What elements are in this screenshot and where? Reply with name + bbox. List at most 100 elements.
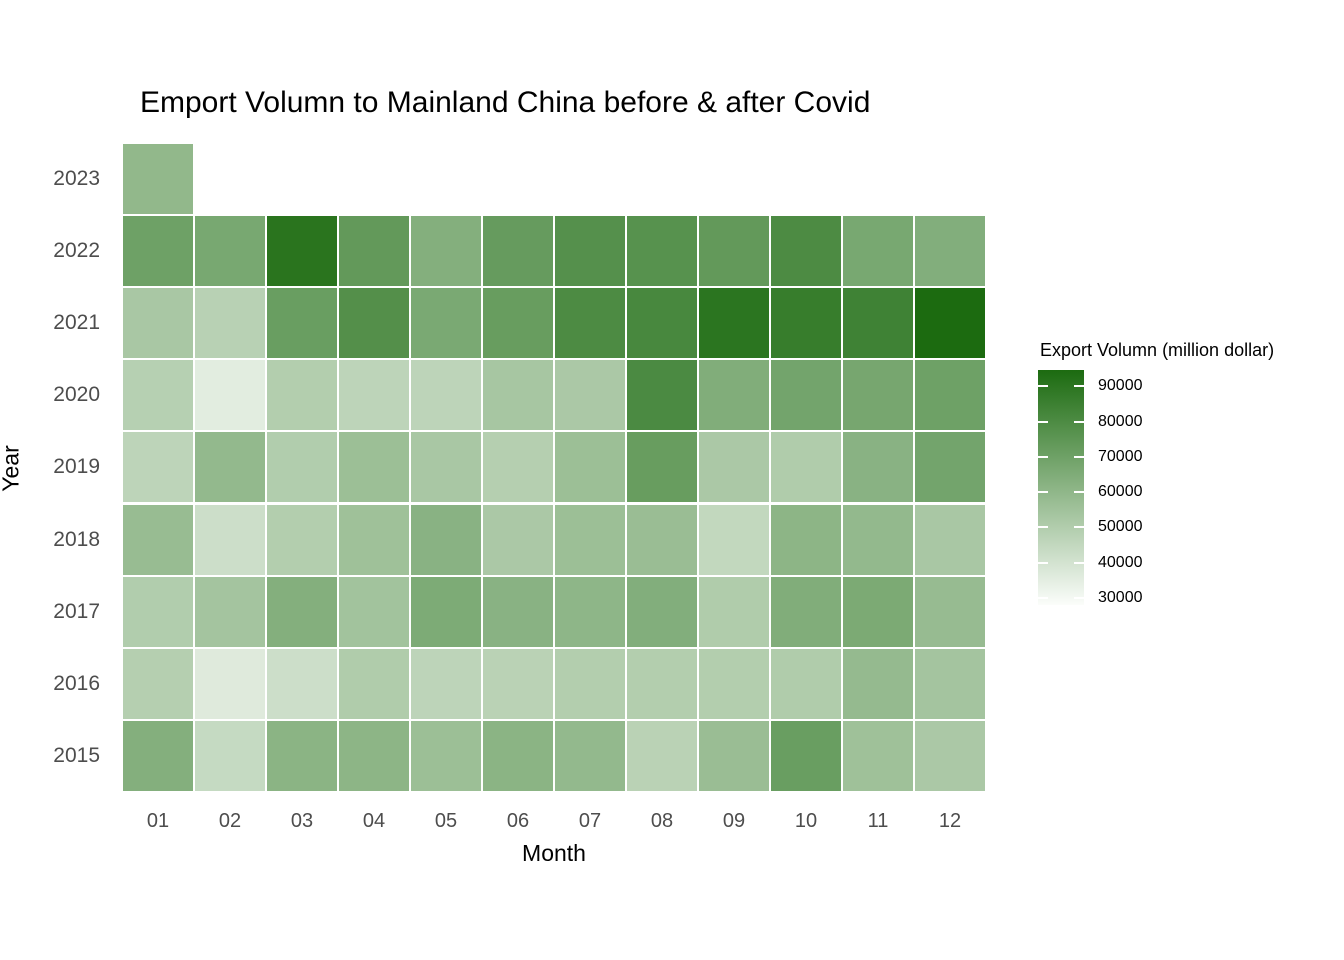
legend-tick-mark: [1074, 562, 1084, 564]
heatmap-cell: [843, 649, 913, 719]
heatmap-cell: [123, 360, 193, 430]
heatmap-cell: [123, 505, 193, 575]
heatmap-cell: [483, 288, 553, 358]
heatmap-cell: [411, 360, 481, 430]
heatmap-cell: [483, 360, 553, 430]
legend-tick-mark: [1038, 562, 1048, 564]
heatmap-cell: [411, 432, 481, 502]
heatmap-cell: [195, 432, 265, 502]
heatmap-cell: [771, 649, 841, 719]
heatmap-cell: [627, 216, 697, 286]
heatmap-cell: [699, 288, 769, 358]
legend-tick-mark: [1074, 597, 1084, 599]
heatmap-cell: [123, 432, 193, 502]
legend-tick-label: 60000: [1098, 483, 1143, 500]
heatmap-cell: [411, 216, 481, 286]
heatmap-cell: [555, 288, 625, 358]
legend-tick-label: 30000: [1098, 589, 1143, 606]
x-axis-tick-label: 05: [434, 810, 458, 832]
heatmap-cell: [195, 577, 265, 647]
heatmap-cell: [195, 649, 265, 719]
heatmap-cell: [411, 505, 481, 575]
legend-tick-mark: [1038, 456, 1048, 458]
x-axis-tick-label: 07: [578, 810, 602, 832]
heatmap-cell: [123, 144, 193, 214]
heatmap-cell: [483, 216, 553, 286]
heatmap-cell: [267, 577, 337, 647]
heatmap-cell: [267, 505, 337, 575]
legend-tick-label: 80000: [1098, 413, 1143, 430]
heatmap-cell: [699, 432, 769, 502]
x-axis-tick-label: 03: [290, 810, 314, 832]
heatmap-cell: [339, 432, 409, 502]
heatmap-cell: [195, 360, 265, 430]
heatmap-cell: [699, 216, 769, 286]
heatmap-cell: [771, 216, 841, 286]
heatmap-cell: [483, 432, 553, 502]
y-axis-tick-label: 2019: [53, 455, 100, 478]
heatmap-cell: [555, 360, 625, 430]
legend-tick-mark: [1038, 597, 1048, 599]
heatmap-cell: [843, 360, 913, 430]
heatmap-cell: [411, 288, 481, 358]
x-axis-tick-label: 01: [146, 810, 170, 832]
heatmap-cell: [195, 721, 265, 791]
heatmap-cell: [339, 721, 409, 791]
y-axis-title: Year: [0, 445, 24, 492]
heatmap-cell: [627, 649, 697, 719]
heatmap-cell: [195, 288, 265, 358]
heatmap-cell: [123, 649, 193, 719]
legend-tick-label: 40000: [1098, 554, 1143, 571]
heatmap-cell: [339, 288, 409, 358]
heatmap-cell: [843, 288, 913, 358]
x-axis-tick-label: 06: [506, 810, 530, 832]
heatmap-cell: [771, 577, 841, 647]
x-axis-tick-label: 08: [650, 810, 674, 832]
heatmap-cell: [123, 577, 193, 647]
y-axis-tick-label: 2023: [53, 167, 100, 190]
heatmap-cell: [699, 505, 769, 575]
heatmap-cell: [699, 577, 769, 647]
heatmap-cell: [771, 505, 841, 575]
heatmap-cell: [411, 649, 481, 719]
heatmap-cell: [843, 216, 913, 286]
heatmap-cell: [267, 721, 337, 791]
heatmap-cell: [771, 360, 841, 430]
heatmap-cell: [267, 288, 337, 358]
heatmap-cell: [843, 432, 913, 502]
heatmap-cell: [699, 649, 769, 719]
heatmap-cell: [339, 505, 409, 575]
y-axis-tick-label: 2021: [53, 311, 100, 334]
heatmap-cell: [483, 505, 553, 575]
heatmap-cell: [339, 649, 409, 719]
legend-tick-mark: [1074, 385, 1084, 387]
heatmap-cell: [915, 721, 985, 791]
y-axis-tick-label: 2015: [53, 744, 100, 767]
y-axis-tick-label: 2020: [53, 383, 100, 406]
heatmap-cell: [483, 721, 553, 791]
heatmap-cell: [555, 721, 625, 791]
heatmap-cell: [627, 505, 697, 575]
heatmap-cell: [195, 216, 265, 286]
x-axis-tick-label: 04: [362, 810, 386, 832]
heatmap-cell: [627, 432, 697, 502]
heatmap-cell: [699, 721, 769, 791]
heatmap-cell: [411, 577, 481, 647]
heatmap-cell: [195, 505, 265, 575]
legend-tick-mark: [1074, 456, 1084, 458]
legend-gradient-bar: [1038, 370, 1084, 605]
y-axis-tick-label: 2016: [53, 672, 100, 695]
heatmap-cell: [627, 721, 697, 791]
heatmap-cell: [555, 649, 625, 719]
heatmap-cell: [627, 360, 697, 430]
legend-tick-mark: [1038, 421, 1048, 423]
heatmap-cell: [915, 432, 985, 502]
heatmap-cell: [483, 577, 553, 647]
heatmap-panel: [122, 143, 986, 792]
x-axis-tick-label: 10: [794, 810, 818, 832]
heatmap-cell: [771, 432, 841, 502]
heatmap-cell: [411, 721, 481, 791]
heatmap-cell: [339, 360, 409, 430]
heatmap-cell: [123, 216, 193, 286]
legend-tick-mark: [1074, 526, 1084, 528]
